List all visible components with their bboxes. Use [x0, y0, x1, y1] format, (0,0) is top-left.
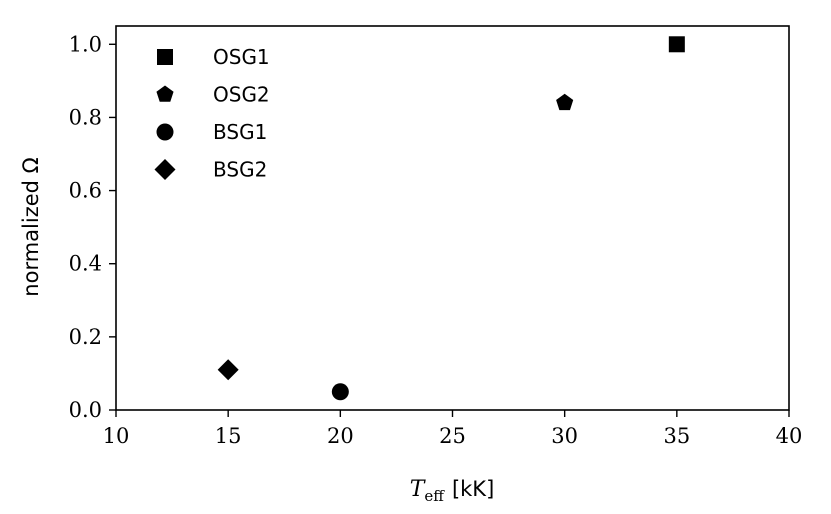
y-axis-label: normalized Ω [19, 157, 43, 296]
legend-label-bsg1: BSG1 [213, 120, 267, 144]
y-tick-label: 0.4 [69, 252, 102, 276]
x-tick-label: 25 [439, 424, 466, 448]
legend-label-osg1: OSG1 [213, 45, 270, 69]
data-point-osg2 [556, 93, 574, 111]
x-axis-label-subscript: eff [424, 487, 445, 505]
x-axis-label-symbol: T [410, 477, 427, 502]
x-tick-label: 35 [663, 424, 690, 448]
legend-label-osg2: OSG2 [213, 83, 270, 107]
legend-marker-bsg2 [154, 159, 176, 180]
y-tick-label: 0.0 [69, 398, 102, 422]
y-tick-label: 0.8 [69, 105, 102, 129]
data-point-bsg1 [331, 383, 349, 401]
y-tick-label: 1.0 [69, 32, 102, 56]
x-tick-label: 10 [103, 424, 130, 448]
x-axis-label: Teff [kK] [410, 477, 495, 505]
legend-label-bsg2: BSG2 [213, 158, 267, 182]
legend-marker-osg2 [156, 85, 174, 102]
x-tick-label: 30 [551, 424, 578, 448]
y-tick-label: 0.2 [69, 325, 102, 349]
data-points [217, 36, 685, 401]
legend-marker-bsg1 [156, 123, 174, 141]
x-tick-label: 20 [327, 424, 354, 448]
data-point-bsg2 [217, 359, 239, 381]
y-tick-label: 0.6 [69, 179, 102, 203]
x-tick-label: 40 [776, 424, 803, 448]
y-axis: 0.0 0.2 0.4 0.6 0.8 1.0 [69, 32, 116, 422]
legend-marker-osg1 [157, 49, 173, 65]
x-axis-label-unit: [kK] [452, 477, 494, 501]
data-point-osg1 [668, 36, 685, 53]
legend: OSG1 OSG2 BSG1 BSG2 [154, 45, 270, 182]
x-axis: 10 15 20 25 30 35 40 [103, 410, 803, 448]
x-tick-label: 15 [215, 424, 242, 448]
